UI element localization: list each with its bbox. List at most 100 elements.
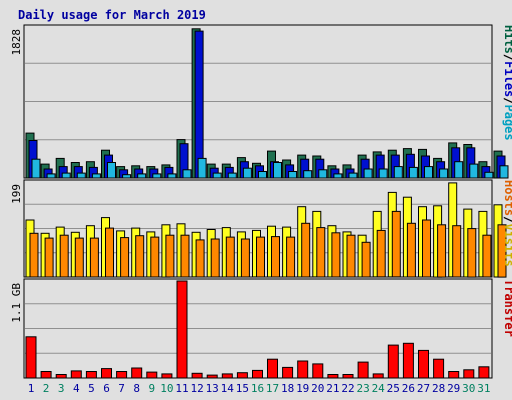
bar — [318, 169, 328, 179]
bar — [165, 234, 175, 278]
bar — [191, 372, 203, 379]
x-tick-label: 19 — [296, 382, 309, 395]
bar — [342, 374, 354, 379]
bar — [152, 173, 162, 179]
x-tick-label: 25 — [387, 382, 400, 395]
bar — [146, 371, 158, 379]
x-tick-label: 9 — [148, 382, 155, 395]
y-axis-max-label: 199 — [10, 184, 23, 204]
bar — [85, 371, 97, 379]
bar — [105, 227, 114, 278]
x-tick-label: 14 — [221, 382, 235, 395]
bar — [107, 162, 116, 179]
bar — [484, 171, 494, 179]
x-tick-label: 5 — [88, 382, 95, 395]
bar — [363, 168, 373, 179]
bar — [210, 238, 220, 278]
bar — [252, 369, 263, 379]
x-tick-label: 10 — [160, 382, 173, 395]
bar — [424, 166, 433, 179]
right-series-label-part: Pages — [502, 105, 512, 141]
x-tick-label: 21 — [326, 382, 339, 395]
x-tick-label: 31 — [477, 382, 490, 395]
right-series-label-part: Files — [502, 61, 512, 97]
y-axis-max-label: 1.1 GB — [10, 283, 23, 323]
bar — [61, 172, 71, 179]
bar — [197, 157, 207, 179]
x-tick-label: 18 — [281, 382, 294, 395]
bar — [120, 237, 130, 278]
bar — [44, 237, 54, 278]
bar — [55, 374, 67, 379]
bar — [301, 222, 311, 278]
bar — [376, 229, 386, 278]
bar — [463, 369, 475, 379]
x-tick-label: 16 — [251, 382, 264, 395]
bar — [25, 336, 37, 379]
bar — [348, 172, 358, 179]
x-tick-label: 29 — [447, 382, 460, 395]
x-tick-label: 13 — [206, 382, 219, 395]
bar — [437, 224, 447, 278]
x-tick-label: 7 — [118, 382, 125, 395]
bar — [378, 168, 388, 179]
bar — [150, 236, 160, 278]
bar — [258, 171, 267, 179]
x-tick-label: 30 — [462, 382, 475, 395]
bar — [236, 372, 248, 379]
bar — [433, 358, 445, 379]
bar — [418, 349, 429, 379]
x-tick-label: 22 — [341, 382, 354, 395]
x-tick-label: 8 — [133, 382, 140, 395]
bar — [482, 234, 492, 278]
bar — [391, 210, 401, 278]
x-tick-label: 17 — [266, 382, 279, 395]
bar — [70, 370, 82, 379]
x-tick-label: 12 — [190, 382, 203, 395]
bar — [116, 371, 128, 379]
right-series-label-part: Hits — [502, 25, 512, 54]
x-tick-label: 23 — [356, 382, 369, 395]
bar — [59, 234, 69, 278]
chart-title: Daily usage for March 2019 — [18, 8, 206, 22]
bar — [499, 165, 509, 179]
bar — [137, 173, 147, 179]
bar — [469, 163, 479, 179]
bar — [256, 236, 265, 278]
bar — [387, 344, 399, 379]
right-series-label-part: Visits — [502, 223, 512, 266]
bar — [221, 373, 233, 379]
x-tick-label: 3 — [58, 382, 65, 395]
bar — [89, 237, 99, 278]
bar — [161, 373, 173, 379]
y-axis-max-label: 1828 — [10, 29, 23, 56]
bar — [225, 236, 235, 278]
bar — [408, 166, 418, 179]
x-tick-label: 1 — [28, 382, 35, 395]
bar — [346, 234, 356, 278]
bar — [393, 166, 403, 179]
bar — [422, 219, 431, 278]
bar — [206, 374, 218, 379]
right-series-label: Hits/Files/Pages — [502, 25, 512, 141]
bar — [402, 342, 414, 379]
x-tick-label: 27 — [417, 382, 430, 395]
bar — [478, 366, 490, 379]
bar — [454, 161, 464, 179]
bar — [212, 172, 222, 179]
x-tick-label: 11 — [175, 382, 188, 395]
right-series-label-part: / — [502, 216, 512, 223]
bar — [333, 173, 343, 179]
x-tick-label: 15 — [236, 382, 249, 395]
bar — [240, 238, 250, 278]
bar — [372, 373, 384, 379]
bar — [131, 367, 143, 379]
bar — [357, 361, 369, 379]
bar — [195, 239, 205, 278]
x-tick-label: 4 — [73, 382, 80, 395]
bar — [91, 173, 101, 179]
bar — [327, 374, 339, 379]
bar — [497, 224, 507, 278]
bar — [46, 173, 56, 179]
